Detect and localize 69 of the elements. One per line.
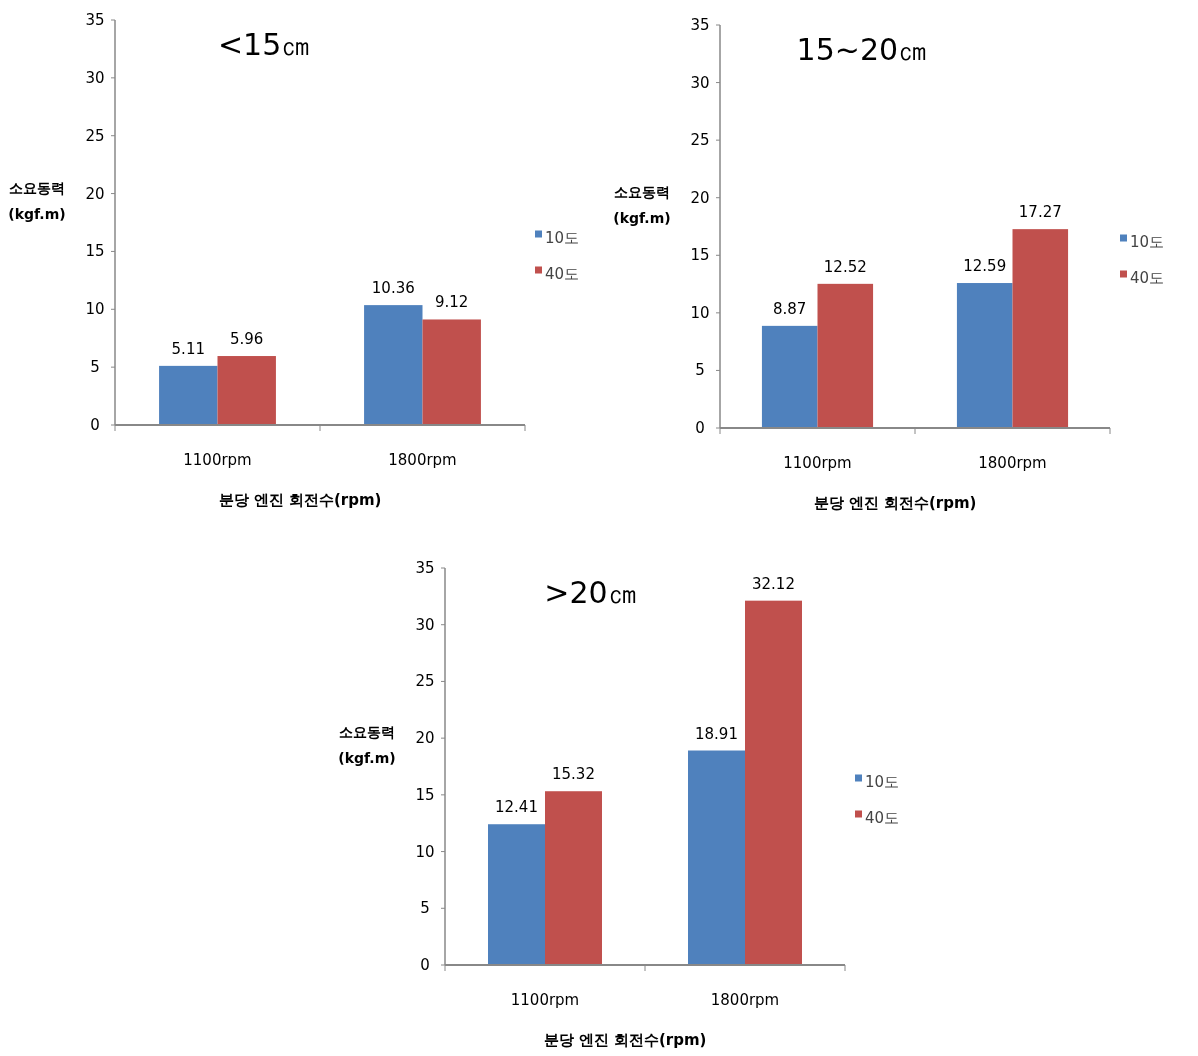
y-tick-label: 10 xyxy=(415,842,435,861)
x-tick-label: 1800rpm xyxy=(710,991,780,1009)
x-tick-label: 1100rpm xyxy=(183,451,252,469)
bar xyxy=(1012,229,1069,428)
bar xyxy=(545,791,602,965)
y-tick-label: 15 xyxy=(690,246,710,265)
y-tick-label: 35 xyxy=(415,559,435,577)
bar xyxy=(817,283,874,428)
chart-title: 15~20㎝ xyxy=(796,32,929,67)
y-tick-label: 25 xyxy=(690,131,710,150)
legend-label: 10도 xyxy=(1130,232,1165,251)
chart-title: >20㎝ xyxy=(544,575,638,610)
data-label: 12.52 xyxy=(823,257,867,276)
x-tick-label: 1800rpm xyxy=(978,454,1047,472)
y-tick-label: 35 xyxy=(85,11,105,29)
bar xyxy=(761,325,818,428)
legend-label: 40도 xyxy=(865,808,900,827)
y-tick-label: 0 xyxy=(420,956,430,974)
bar xyxy=(159,365,218,425)
y-tick-label: 25 xyxy=(415,672,435,691)
y-tick-label: 0 xyxy=(90,416,100,434)
data-label: 17.27 xyxy=(1018,203,1062,222)
y-tick-label: 35 xyxy=(690,16,710,34)
bar xyxy=(745,600,802,965)
y-tick-label: 20 xyxy=(690,188,710,207)
data-label: 5.96 xyxy=(230,330,264,349)
data-label: 12.41 xyxy=(495,798,538,817)
data-label: 8.87 xyxy=(773,299,807,318)
data-label: 9.12 xyxy=(435,293,469,312)
x-axis-title: 분당 엔진 회전수(rpm) xyxy=(813,494,977,512)
data-label: 10.36 xyxy=(371,279,415,298)
chart-title: <15㎝ xyxy=(217,27,312,62)
y-axis-title: 소요동력 (kgf.m) xyxy=(8,179,66,222)
data-label: 32.12 xyxy=(752,574,795,593)
x-axis-title: 분당 엔진 회전수(rpm) xyxy=(543,1031,707,1049)
y-tick-label: 30 xyxy=(690,73,710,92)
data-label: 5.11 xyxy=(171,339,205,358)
bar xyxy=(488,824,545,965)
y-tick-label: 30 xyxy=(415,615,435,634)
y-tick-label: 15 xyxy=(85,242,105,261)
y-tick-label: 20 xyxy=(415,729,435,748)
x-axis-title: 분당 엔진 회전수(rpm) xyxy=(218,491,382,509)
bar xyxy=(217,356,276,425)
bar xyxy=(688,750,745,965)
bar xyxy=(956,283,1013,428)
y-tick-label: 25 xyxy=(85,126,105,145)
y-tick-label: 0 xyxy=(695,419,705,437)
y-tick-label: 30 xyxy=(85,68,105,87)
bar xyxy=(422,319,481,425)
y-axis-title: 소요동력 (kgf.m) xyxy=(613,183,671,226)
legend-label: 10도 xyxy=(545,228,580,247)
y-tick-label: 10 xyxy=(690,303,710,322)
legend-label: 40도 xyxy=(1130,268,1165,287)
data-label: 15.32 xyxy=(552,765,595,784)
y-tick-label: 15 xyxy=(415,785,435,804)
y-tick-label: 5 xyxy=(90,358,100,377)
legend-label: 40도 xyxy=(545,264,580,283)
bar xyxy=(364,305,423,425)
y-tick-label: 5 xyxy=(695,361,705,380)
data-label: 18.91 xyxy=(695,724,738,743)
data-label: 12.59 xyxy=(963,257,1007,276)
legend-label: 10도 xyxy=(865,772,900,791)
y-tick-label: 10 xyxy=(85,300,105,319)
y-axis-title: 소요동력 (kgf.m) xyxy=(338,723,396,766)
y-tick-label: 5 xyxy=(420,899,430,918)
x-tick-label: 1800rpm xyxy=(388,451,457,469)
y-tick-label: 20 xyxy=(85,184,105,203)
x-tick-label: 1100rpm xyxy=(783,454,852,472)
x-tick-label: 1100rpm xyxy=(510,991,580,1009)
